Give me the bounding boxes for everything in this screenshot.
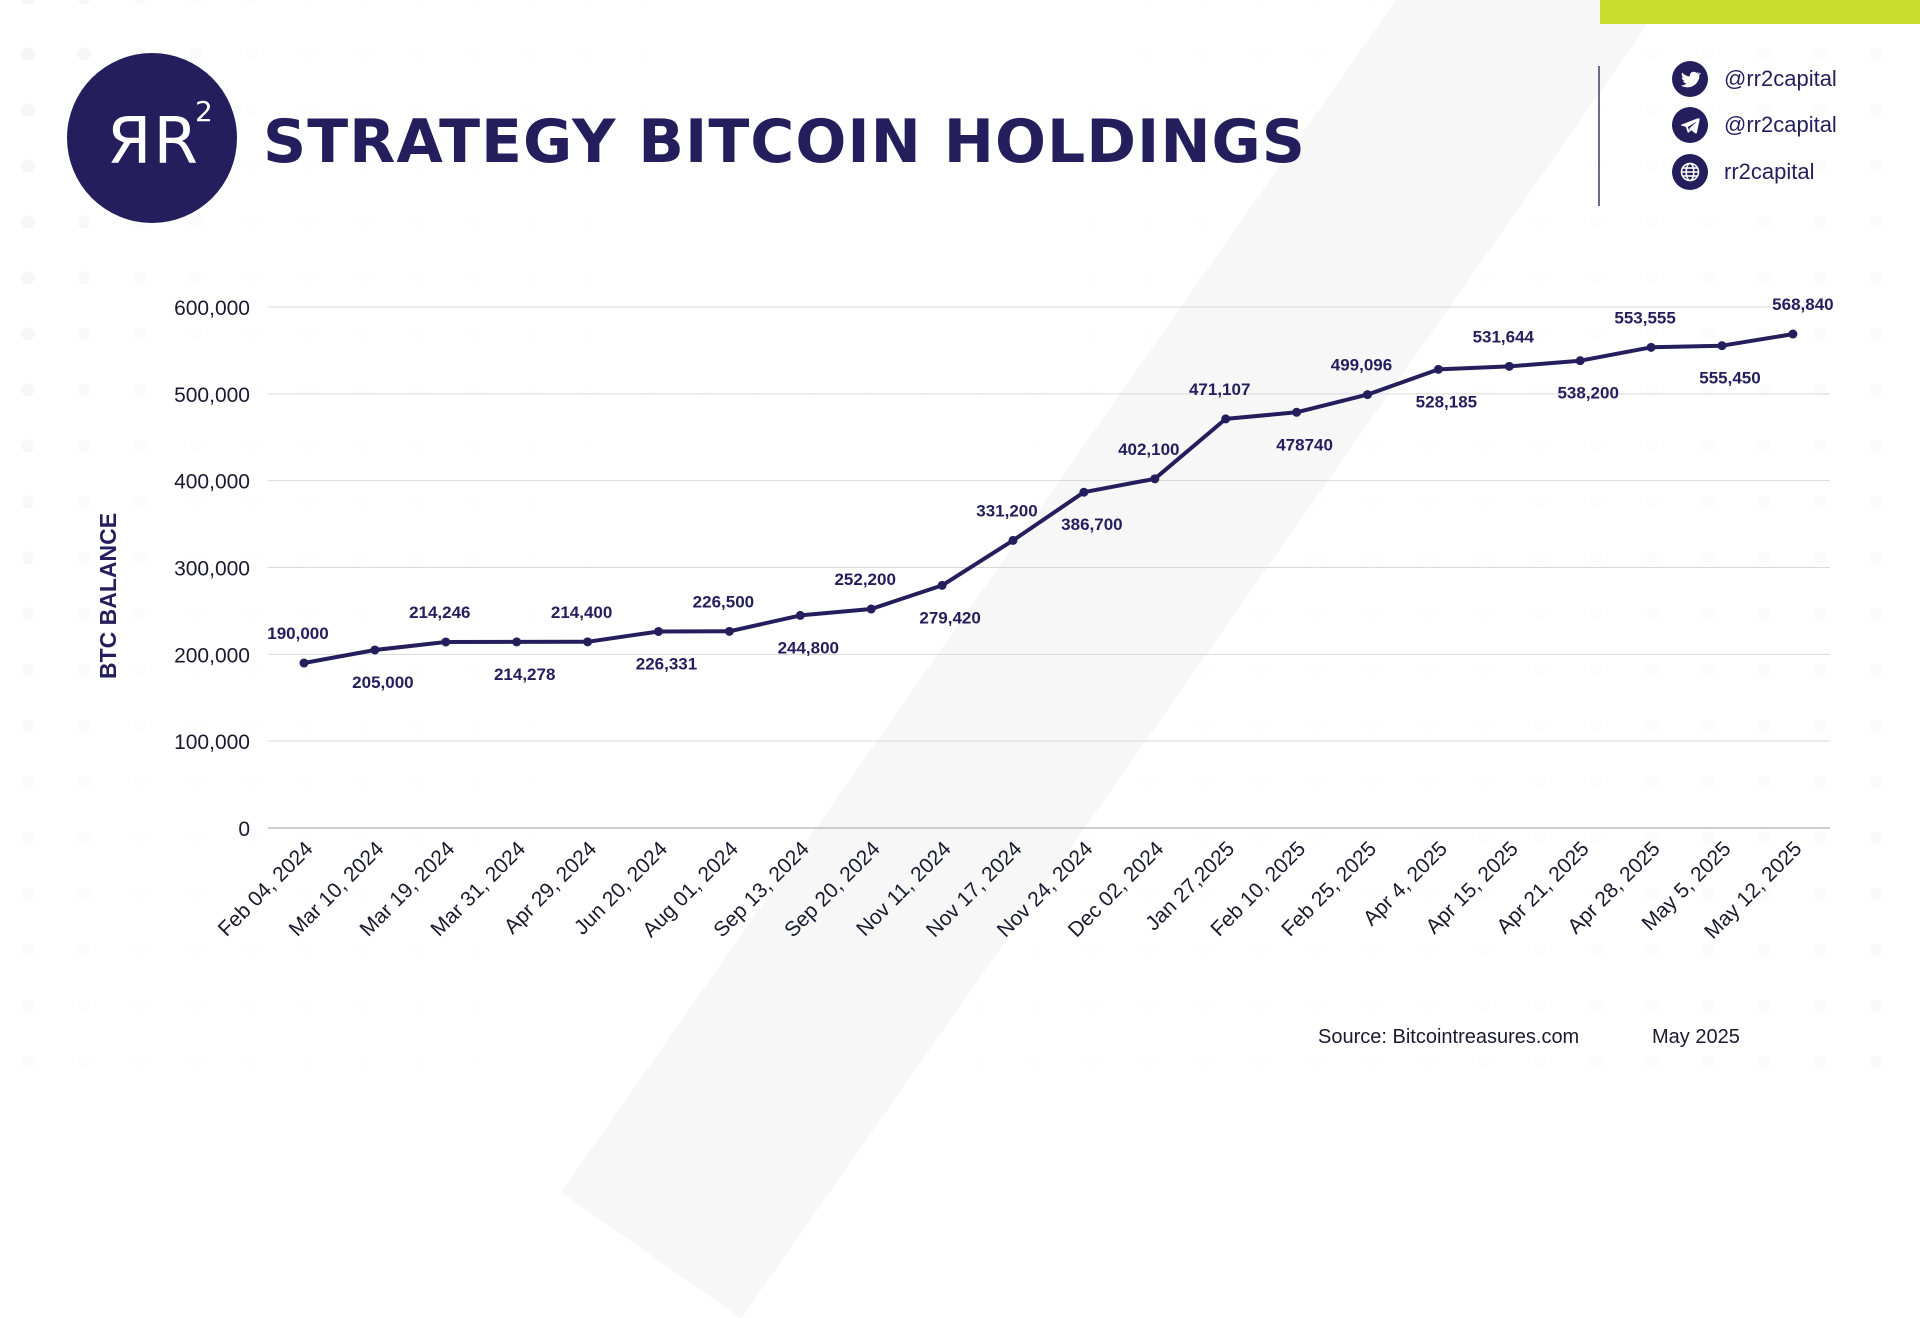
twitter-icon — [1672, 61, 1708, 97]
data-label: 538,200 — [1557, 384, 1618, 403]
data-label: 471,107 — [1189, 380, 1250, 399]
data-point — [1575, 356, 1585, 366]
data-label: 553,555 — [1614, 308, 1675, 327]
website-handle: rr2capital — [1724, 159, 1815, 184]
y-tick-label: 200,000 — [174, 644, 250, 667]
data-point — [583, 637, 593, 647]
data-label: 214,278 — [494, 665, 555, 684]
footer-date: May 2025 — [1652, 1026, 1740, 1048]
data-point — [724, 626, 734, 636]
brand-logo: ЯR 2 — [67, 53, 237, 223]
data-point — [1433, 364, 1443, 374]
data-point — [370, 645, 380, 655]
data-label: 279,420 — [919, 608, 980, 627]
page-title: STRATEGY BITCOIN HOLDINGS — [263, 107, 1307, 177]
y-tick-label: 400,000 — [174, 471, 250, 494]
series-line — [302, 332, 1795, 665]
data-point — [1079, 487, 1089, 497]
data-label: 555,450 — [1699, 369, 1760, 388]
data-point — [1008, 535, 1018, 545]
data-point — [1646, 342, 1656, 352]
data-point — [1788, 329, 1798, 339]
data-point — [299, 658, 309, 668]
data-point — [512, 637, 522, 647]
social-telegram[interactable]: @rr2capital — [1672, 106, 1837, 144]
data-point — [1363, 390, 1372, 400]
y-axis-label: BTC BALANCE — [95, 513, 121, 679]
accent-bar — [1600, 0, 1920, 24]
y-tick-label: 300,000 — [174, 558, 250, 581]
social-twitter[interactable]: @rr2capital — [1672, 60, 1837, 98]
data-label: 252,200 — [834, 570, 895, 589]
data-label: 331,200 — [976, 501, 1037, 520]
data-label: 499,096 — [1331, 356, 1392, 375]
line-chart: 0 100,000 200,000 300,000 400,000 500,000 600,… — [95, 295, 1834, 943]
data-point — [1504, 361, 1514, 371]
data-label: 226,500 — [693, 592, 754, 611]
data-label: 478740 — [1276, 435, 1333, 454]
data-point — [937, 580, 947, 590]
data-label: 226,331 — [636, 654, 697, 673]
telegram-handle: @rr2capital — [1724, 112, 1837, 137]
data-label: 214,246 — [409, 603, 470, 622]
logo-text: ЯR — [107, 105, 200, 179]
data-point — [441, 637, 451, 647]
header-divider — [1598, 66, 1600, 206]
data-point — [795, 610, 805, 620]
y-tick-label: 0 — [238, 818, 250, 841]
logo-superscript: 2 — [195, 95, 213, 128]
twitter-handle: @rr2capital — [1724, 66, 1837, 91]
data-point — [866, 604, 876, 614]
y-tick-label: 500,000 — [174, 384, 250, 407]
data-label: 205,000 — [352, 673, 413, 692]
data-label: 214,400 — [551, 603, 612, 622]
y-tick-label: 100,000 — [174, 731, 250, 754]
chart-area: 0 100,000 200,000 300,000 400,000 500,000 600,… — [95, 295, 1834, 943]
data-point — [1221, 414, 1231, 424]
footer-source: Source: Bitcointreasures.com — [1318, 1026, 1580, 1048]
data-label: 528,185 — [1416, 392, 1477, 411]
y-tick-label: 600,000 — [174, 297, 250, 320]
data-label: 402,100 — [1118, 440, 1179, 459]
data-label: 244,800 — [778, 638, 839, 657]
data-point — [1292, 407, 1302, 417]
data-label: 386,700 — [1061, 515, 1122, 534]
data-label: 568,840 — [1772, 295, 1833, 314]
telegram-icon — [1672, 107, 1708, 143]
data-point — [654, 626, 663, 636]
social-website[interactable]: rr2capital — [1672, 153, 1814, 191]
data-label: 190,000 — [267, 624, 328, 643]
data-label: 531,644 — [1473, 327, 1535, 346]
globe-icon — [1672, 154, 1708, 190]
data-point — [1717, 341, 1727, 351]
data-point — [1150, 474, 1160, 484]
